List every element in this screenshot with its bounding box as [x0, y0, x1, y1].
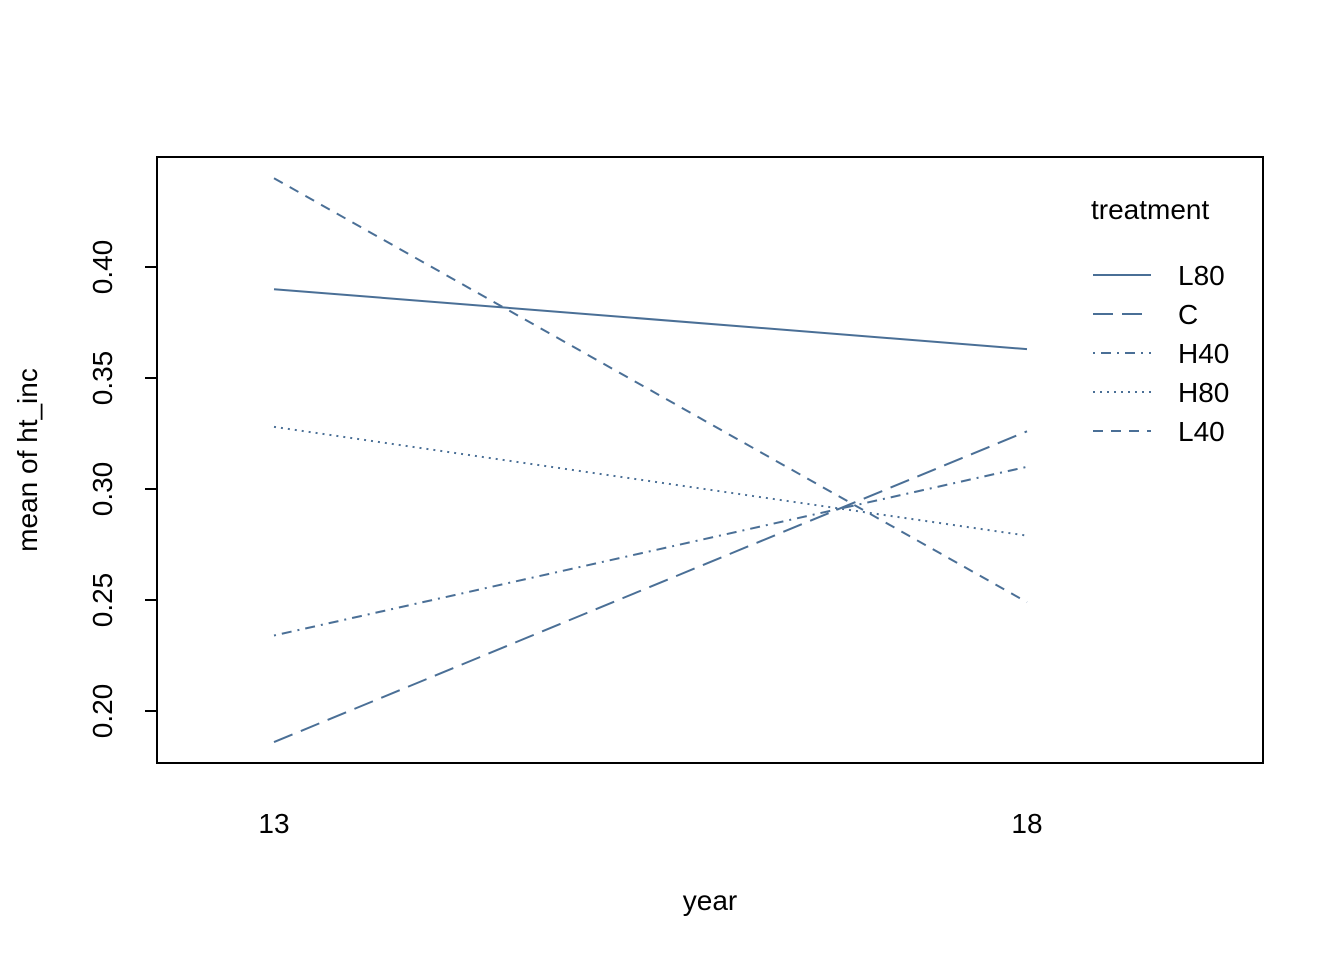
series-lines	[273, 177, 1028, 744]
series-line-h40	[273, 465, 1028, 637]
x-axis: 13 18	[258, 808, 1042, 839]
plot-frame	[156, 156, 1264, 764]
y-tick-label: 0.40	[87, 240, 118, 295]
legend-label-c: C	[1178, 299, 1198, 330]
y-axis: 0.20 0.25 0.30 0.35 0.40	[87, 240, 158, 739]
y-tick-label: 0.20	[87, 684, 118, 739]
series-line-c	[273, 430, 1028, 744]
x-tick-label: 13	[258, 808, 289, 839]
y-axis-label: mean of ht_inc	[12, 368, 43, 552]
y-tick-label: 0.30	[87, 462, 118, 517]
y-tick-label: 0.35	[87, 351, 118, 406]
series-line-l40	[273, 177, 1028, 604]
legend-title: treatment	[1091, 194, 1209, 225]
legend: treatment L80 C H40 H80 L40	[1091, 194, 1229, 447]
x-tick-label: 18	[1011, 808, 1042, 839]
legend-label-h80: H80	[1178, 377, 1229, 408]
series-line-l80	[273, 288, 1028, 351]
legend-label-h40: H40	[1178, 338, 1229, 369]
x-axis-label: year	[683, 885, 737, 916]
legend-label-l40: L40	[1178, 416, 1225, 447]
series-line-h80	[273, 425, 1028, 537]
y-tick-label: 0.25	[87, 573, 118, 628]
legend-label-l80: L80	[1178, 260, 1225, 291]
